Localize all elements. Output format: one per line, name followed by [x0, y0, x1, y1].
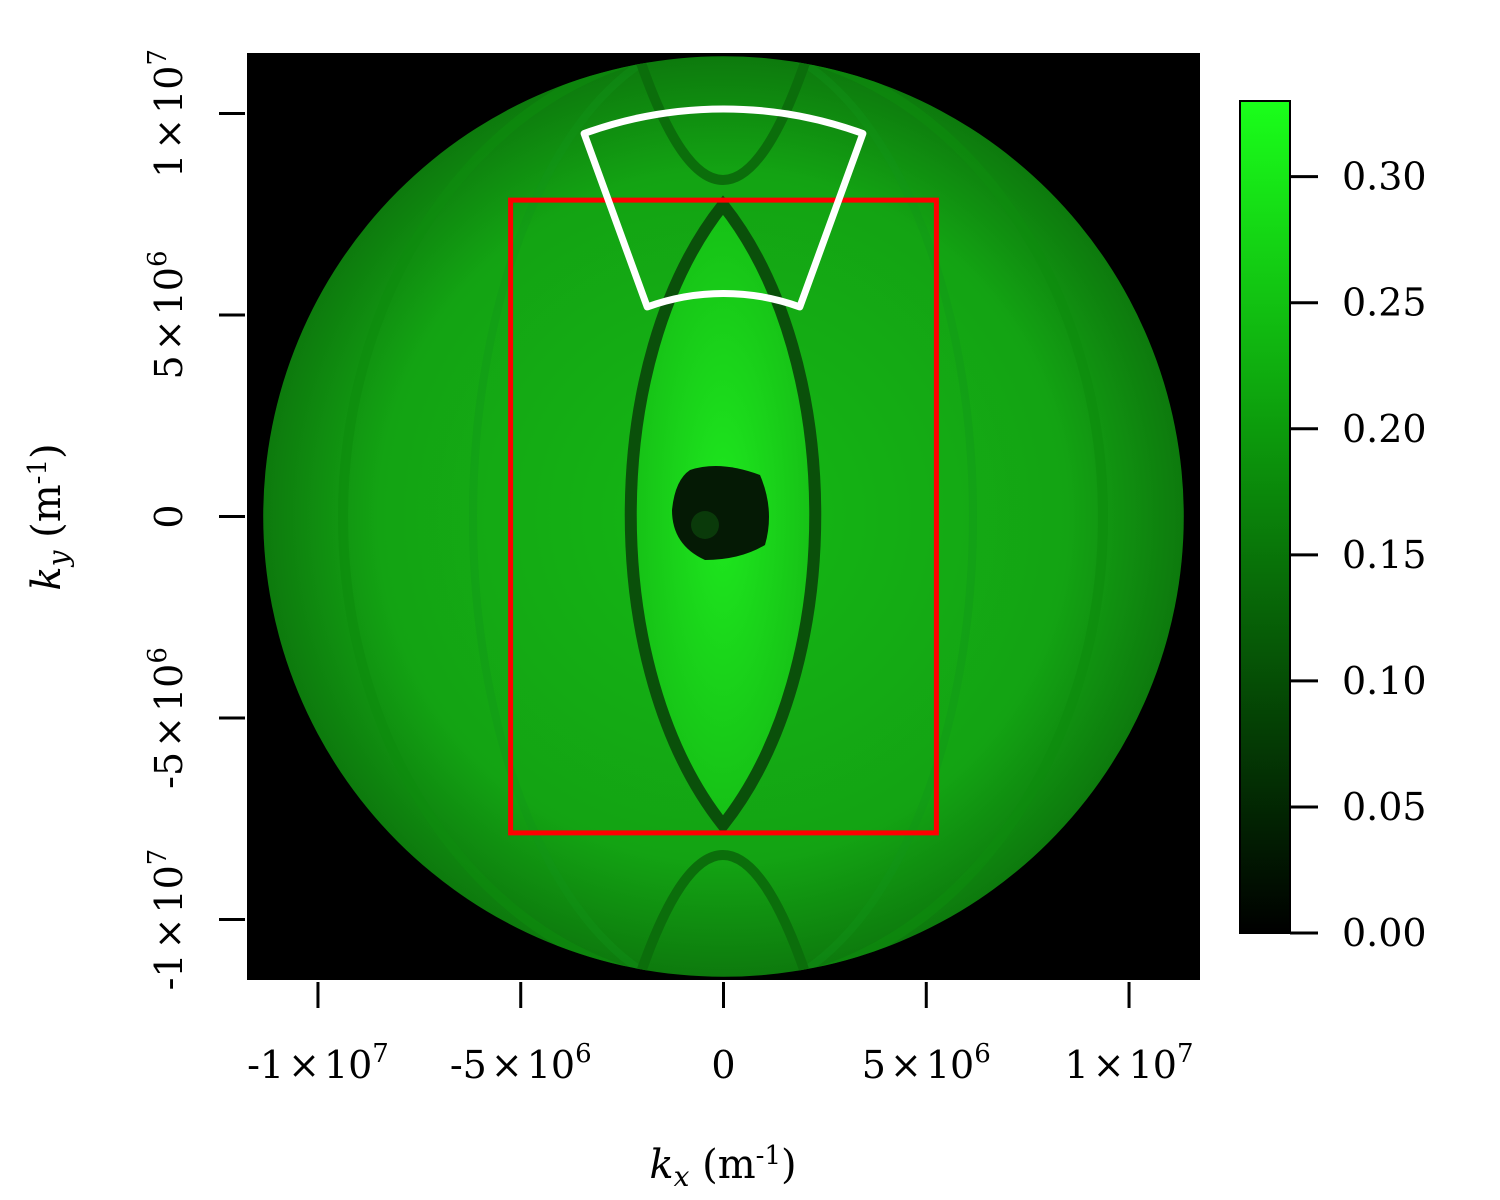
plot-area	[247, 53, 1200, 980]
x-axis: -1 × 107 -5 × 106 0 5 × 106 1 × 107	[247, 982, 1194, 1087]
x-axis-title: kx (m-1)	[649, 1141, 796, 1193]
crossing-curve-bottom	[635, 850, 811, 977]
white-sector-region	[580, 105, 867, 311]
x-tick-label: 5 × 106	[862, 1039, 991, 1087]
y-tick-label: 1×107	[143, 49, 191, 178]
colorbar-tick-label: 0.25	[1342, 281, 1427, 325]
colorbar-tick-label: 0.30	[1342, 155, 1427, 199]
y-tick-label: 5×106	[143, 251, 191, 380]
y-axis: -1×107 -5×106 0 5×106 1×107	[143, 49, 245, 990]
colorbar-ticks: 0.00 0.05 0.10 0.15 0.20 0.25 0.30	[1290, 155, 1427, 955]
x-tick-label: 0	[711, 1043, 735, 1087]
colorbar-tick-label: 0.10	[1342, 659, 1427, 703]
colorbar-gradient	[1239, 100, 1291, 934]
x-tick-label: -1 × 107	[247, 1039, 389, 1087]
outer-ring-left	[338, 56, 1108, 977]
colorbar-tick-label: 0.00	[1342, 911, 1427, 955]
central-dark-spot	[672, 466, 769, 560]
colorbar-tick-label: 0.15	[1342, 533, 1427, 577]
heatmap-features	[338, 56, 1108, 977]
x-tick-label: 1 × 107	[1065, 1039, 1194, 1087]
y-axis-title: ky (m-1)	[23, 443, 75, 590]
colorbar: 0.00 0.05 0.10 0.15 0.20 0.25 0.30	[1239, 100, 1427, 955]
y-tick-label: -1×107	[143, 849, 191, 991]
outer-ring-mid	[469, 56, 977, 977]
colorbar-tick-label: 0.20	[1342, 407, 1427, 451]
colorbar-tick-label: 0.05	[1342, 785, 1427, 829]
central-dark-spot-inner	[691, 511, 719, 539]
x-tick-label: -5 × 106	[450, 1039, 592, 1087]
red-rectangle-region	[508, 197, 939, 836]
y-tick-label: -5×106	[143, 647, 191, 789]
y-tick-label: 0	[147, 504, 191, 528]
